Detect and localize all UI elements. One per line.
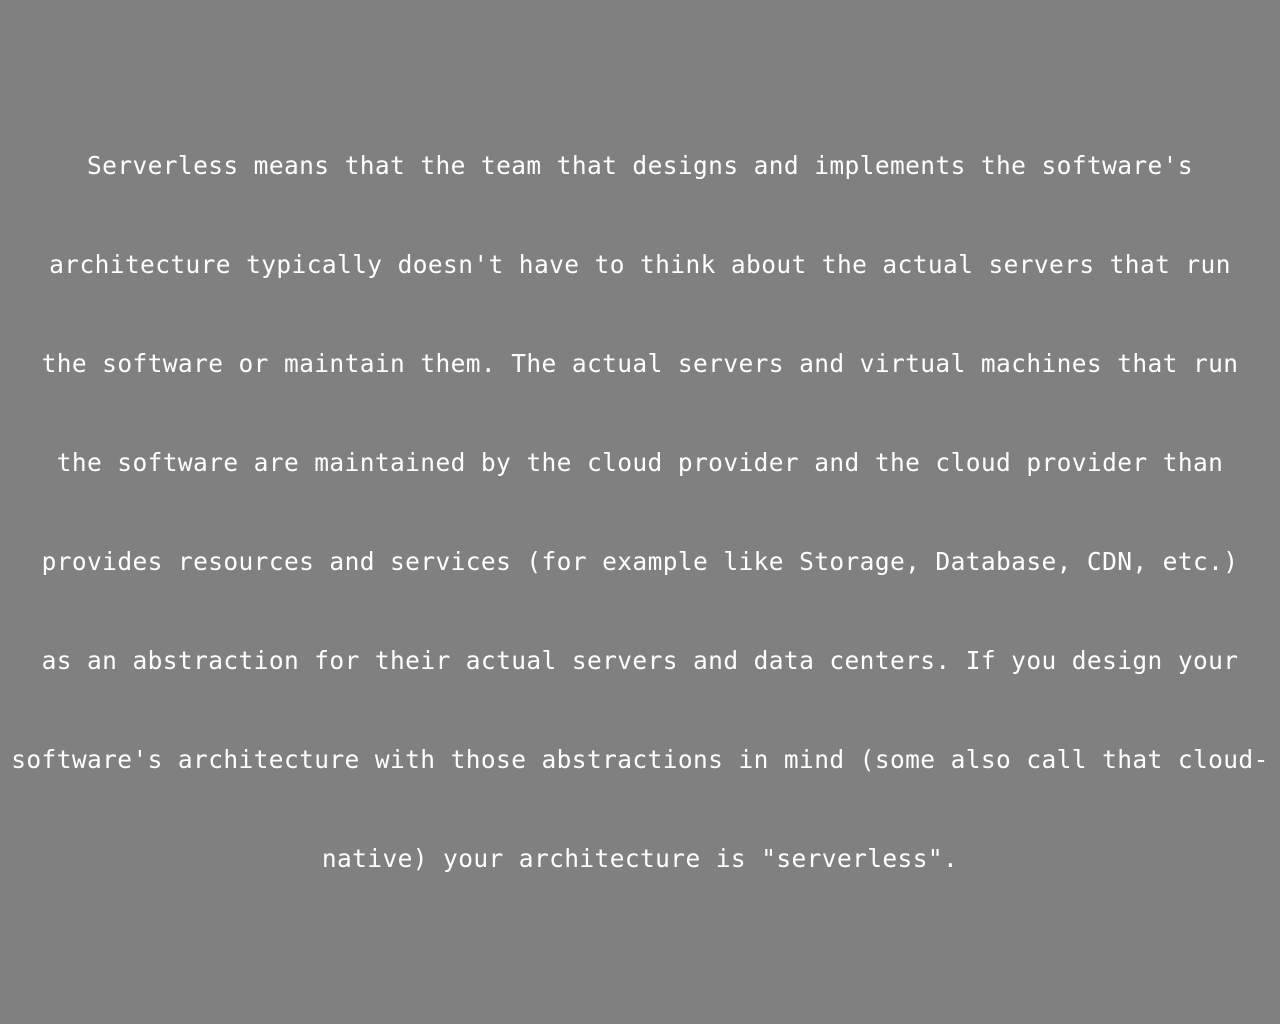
paragraph-line: the software or maintain them. The actua…: [41, 349, 1239, 378]
paragraph-line: software's architecture with those abstr…: [11, 745, 1269, 774]
paragraph-line: the software are maintained by the cloud…: [56, 448, 1224, 477]
paragraph-line: native) your architecture is "serverless…: [321, 844, 959, 873]
paragraph: Serverless means that the team that desi…: [0, 116, 1280, 908]
paragraph-line: architecture typically doesn't have to t…: [49, 250, 1231, 279]
paragraph-line: provides resources and services (for exa…: [41, 547, 1239, 576]
paragraph-line: as an abstraction for their actual serve…: [41, 646, 1239, 675]
paragraph-line: Serverless means that the team that desi…: [87, 151, 1193, 180]
